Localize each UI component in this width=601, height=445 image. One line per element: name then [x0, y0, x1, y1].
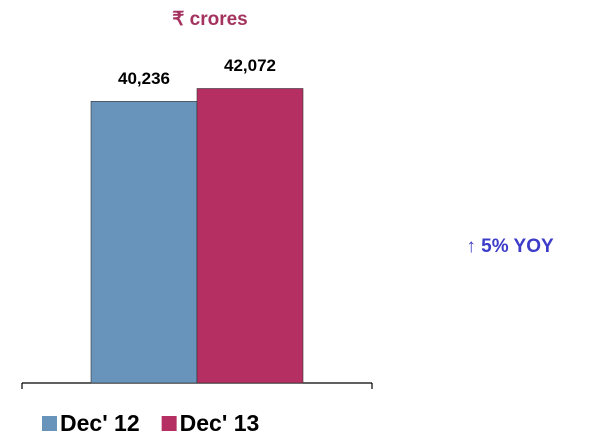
legend-swatch [42, 416, 57, 431]
legend-label: Dec' 12 [60, 410, 140, 436]
annotation: ↑ 5% YOY [466, 236, 554, 257]
value-label: 42,072 [224, 56, 276, 75]
chart-title: ₹ crores [172, 9, 247, 30]
bar [90, 101, 198, 384]
bar [196, 88, 304, 384]
value-label: 40,236 [118, 69, 170, 88]
legend-swatch [161, 416, 177, 431]
legend-label: Dec' 13 [180, 410, 260, 436]
